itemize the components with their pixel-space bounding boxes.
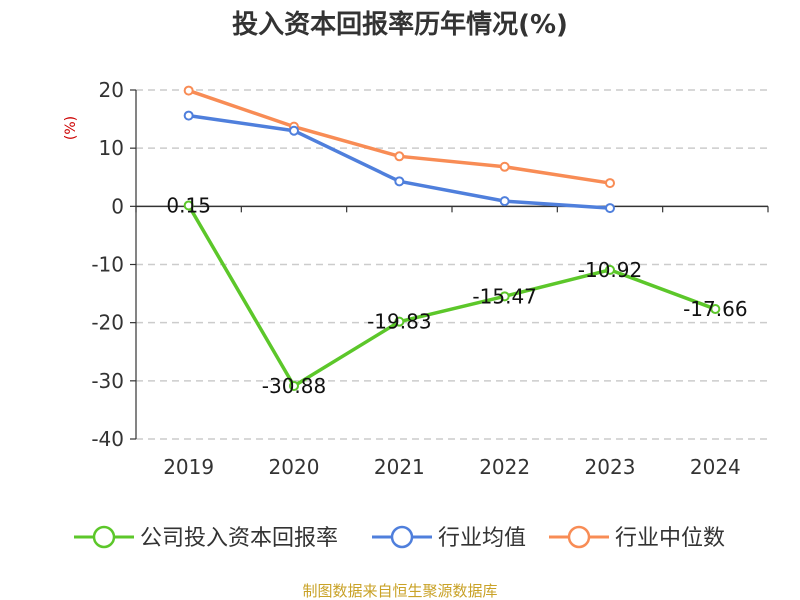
axes: 20 10 0 -10 -20 -30 -40 2019 2020 2021 2022 2023 202…: [91, 78, 769, 479]
data-point: [183, 200, 194, 211]
data-label: -15.47: [472, 284, 536, 308]
series-line: [187, 204, 716, 388]
data-point: [499, 196, 510, 207]
legend-marker-circle: [92, 525, 116, 549]
data-label: -10.92: [578, 258, 642, 282]
y-tick-label: -40: [91, 427, 124, 451]
data-point: [183, 85, 194, 96]
legend-label: 行业中位数: [615, 526, 725, 551]
data-label: -30.88: [262, 374, 326, 398]
series-line: [188, 113, 611, 210]
data-point: [710, 304, 721, 315]
x-tick-label: 2021: [374, 455, 425, 479]
data-point: [183, 110, 194, 121]
series-lines: [183, 85, 721, 391]
legend-marker-circle: [390, 525, 414, 549]
x-tick-label: 2019: [163, 455, 214, 479]
x-tick-label: 2022: [479, 455, 530, 479]
series-line: [188, 88, 611, 185]
data-labels: 0.15 -30.88 -19.83 -15.47 -10.92 -17.66: [166, 193, 747, 397]
gridlines: [136, 89, 768, 440]
data-point: [605, 178, 615, 189]
y-tick-label: 10: [99, 136, 124, 160]
data-point: [499, 161, 510, 172]
chart-title: 投入资本回报率历年情况(%): [232, 9, 568, 40]
y-tick-label: 0: [111, 194, 124, 218]
data-point: [289, 125, 299, 136]
data-point: [394, 176, 405, 187]
y-tick-label: 20: [99, 78, 124, 102]
y-tick-label: -10: [91, 253, 124, 277]
y-axis-unit-label: (%): [63, 116, 79, 140]
y-tick-label: -30: [91, 369, 124, 393]
data-point: [289, 380, 299, 391]
y-tick-label: -20: [91, 311, 124, 335]
source-note: 制图数据来自恒生聚源数据库: [302, 582, 497, 600]
data-point: [394, 151, 405, 162]
x-tick-label: 2024: [690, 455, 741, 479]
data-point: [605, 264, 615, 275]
data-point: [394, 316, 405, 327]
data-point: [605, 203, 615, 214]
data-label: 0.15: [166, 193, 211, 217]
data-label: -17.66: [683, 297, 747, 321]
legend: 公司投入资本回报率 行业均值 行业中位数: [74, 525, 725, 551]
data-label: -19.83: [367, 310, 431, 334]
x-tick-label: 2023: [585, 455, 636, 479]
x-tick-label: 2020: [269, 455, 320, 479]
legend-label: 行业均值: [438, 526, 526, 551]
legend-marker-circle: [567, 525, 591, 549]
legend-label: 公司投入资本回报率: [140, 526, 338, 551]
data-point: [499, 291, 510, 302]
